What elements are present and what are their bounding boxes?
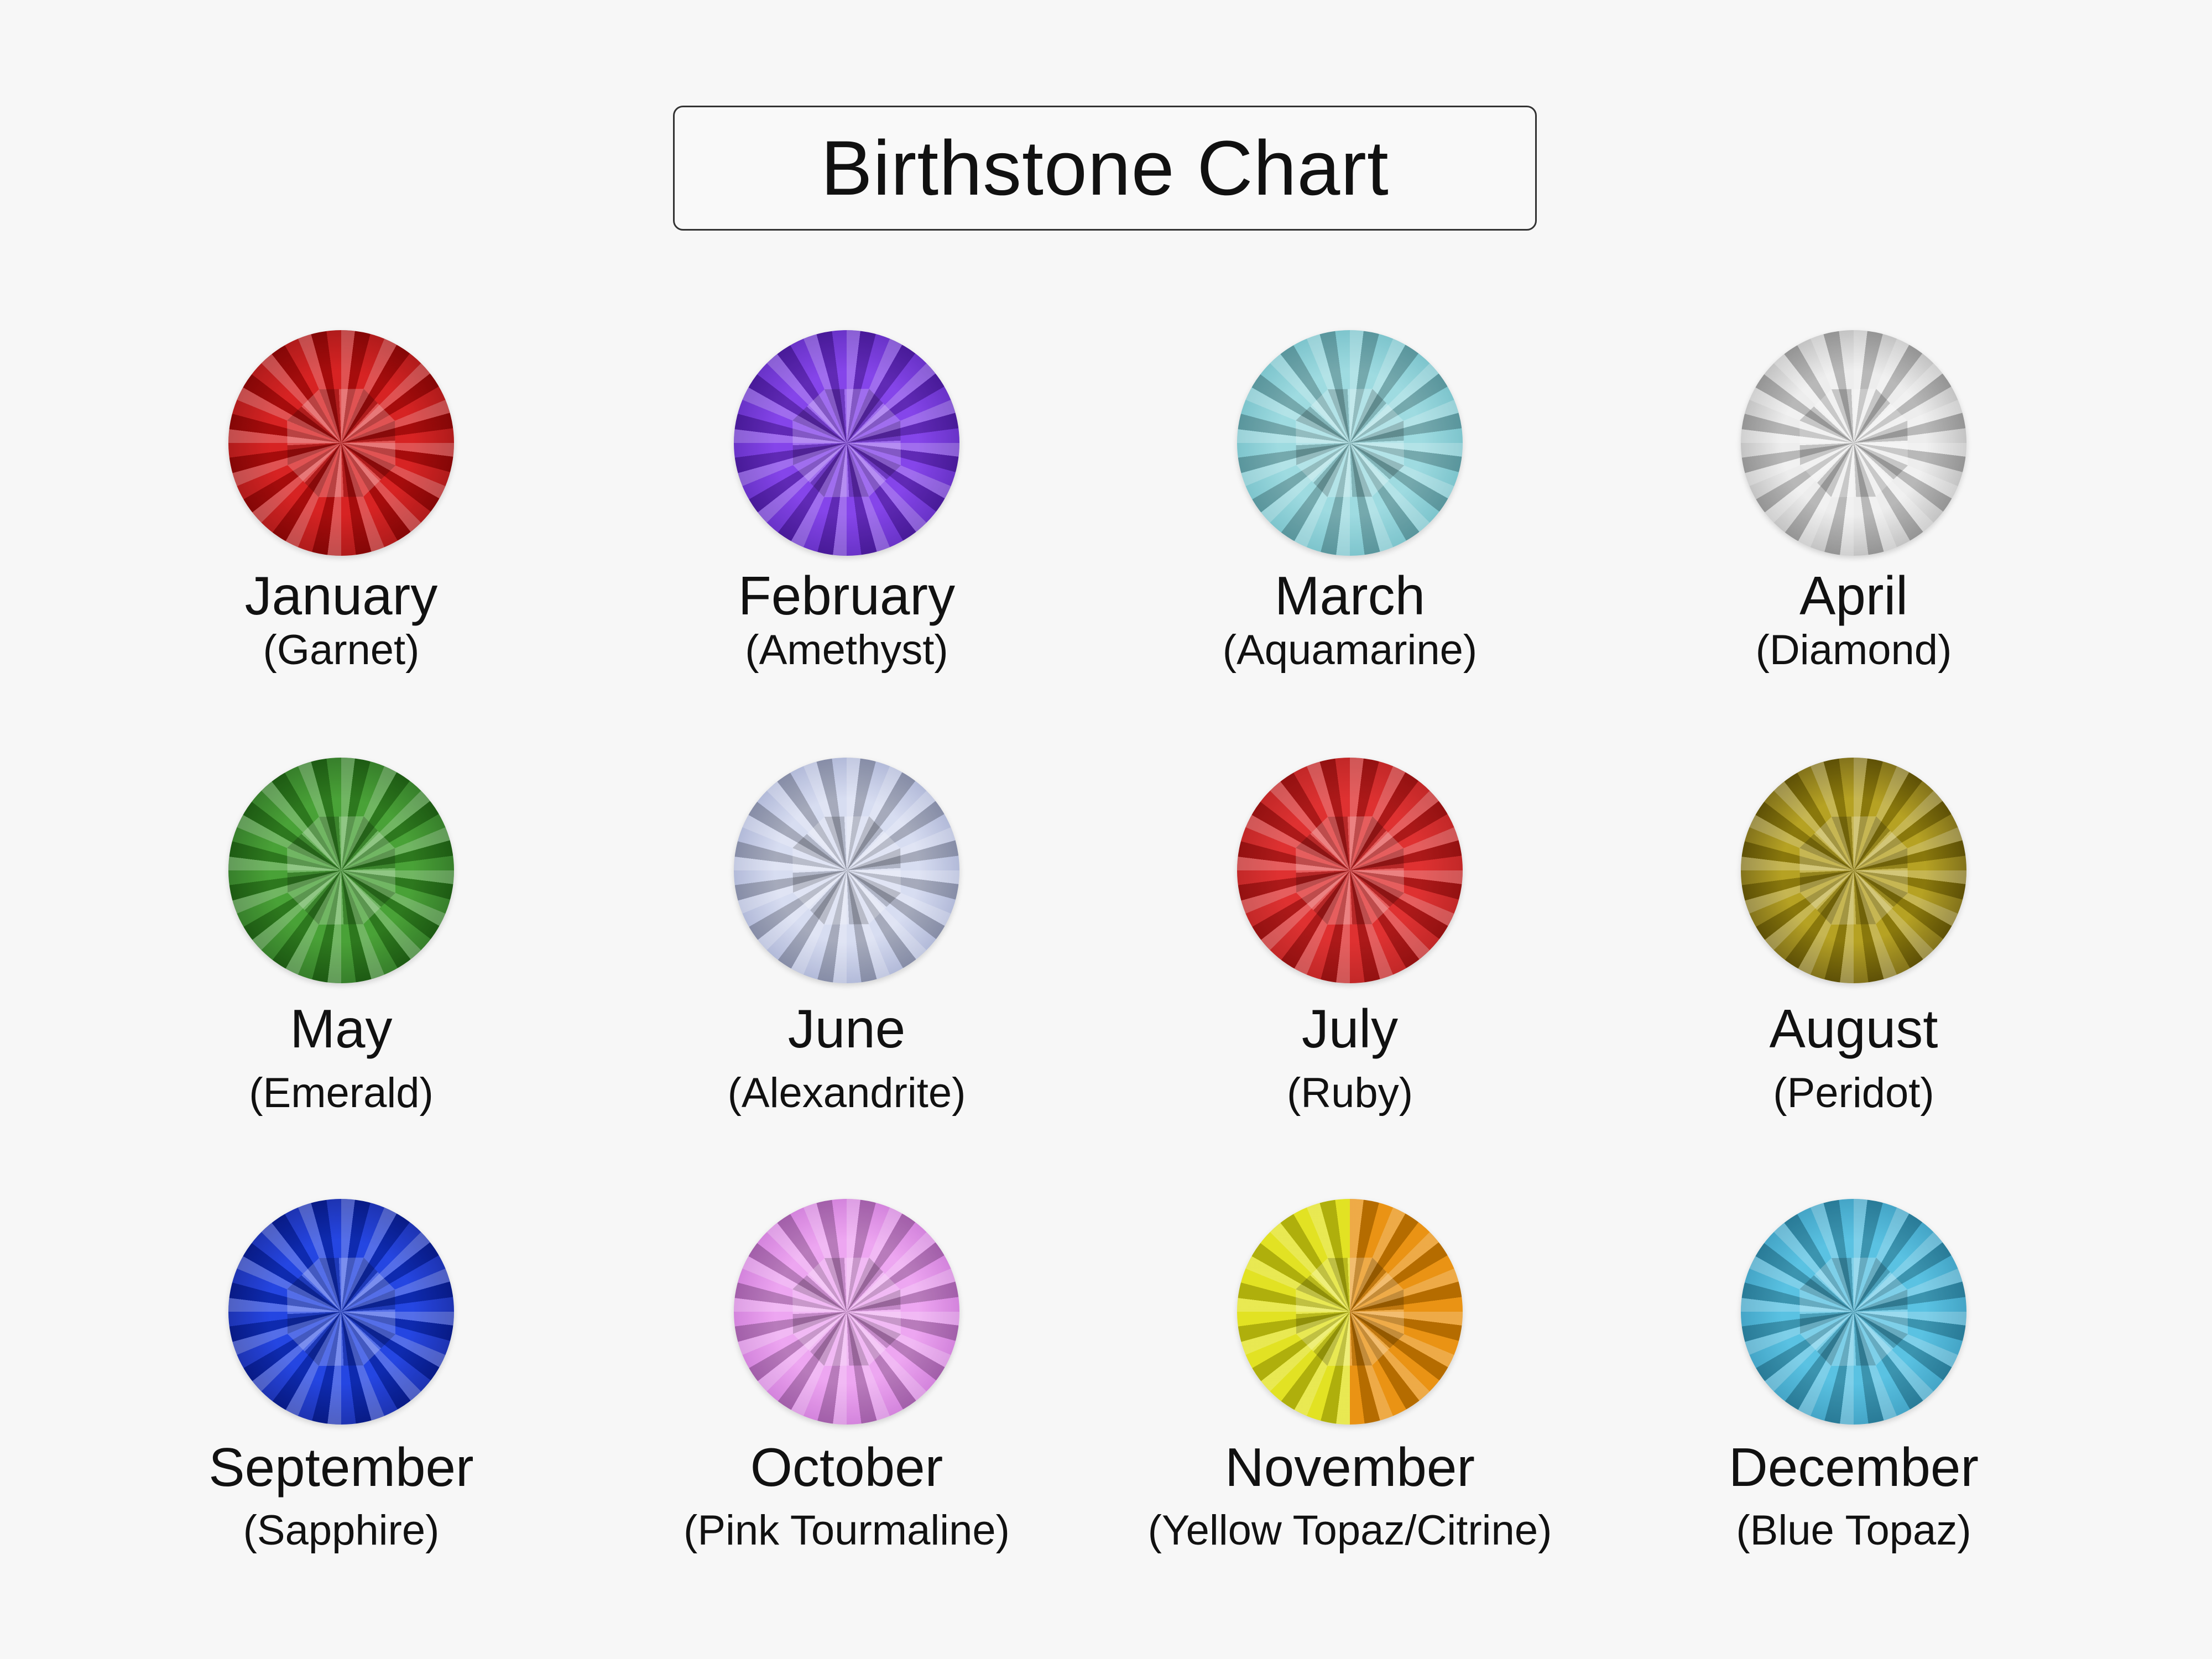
stone-label: (Emerald) — [249, 1070, 434, 1117]
gemstone-image — [1741, 330, 1966, 556]
gem-facets — [734, 330, 959, 556]
gem-facets — [1237, 330, 1463, 556]
month-label: December — [1728, 1437, 1979, 1498]
gemstone-image — [228, 330, 454, 556]
stone-label: (Alexandrite) — [727, 1070, 966, 1117]
stone-label: (Diamond) — [1755, 627, 1952, 674]
gemstone-image — [1741, 1199, 1966, 1425]
birthstone-item-february: February (Amethyst) — [542, 330, 1151, 773]
gem-facets — [1741, 1199, 1966, 1425]
gem-facets — [228, 1199, 454, 1425]
stone-label: (Yellow Topaz/Citrine) — [1147, 1507, 1552, 1554]
chart-title: Birthstone Chart — [821, 124, 1389, 211]
stone-label: (Ruby) — [1286, 1070, 1413, 1117]
month-label: July — [1301, 998, 1399, 1059]
birthstone-item-march: March (Aquamarine) — [1046, 330, 1654, 773]
month-label: April — [1799, 565, 1908, 626]
month-label: June — [787, 998, 906, 1059]
birthstone-item-april: April (Diamond) — [1550, 330, 2158, 773]
stone-label: (Peridot) — [1773, 1070, 1934, 1117]
stone-label: (Blue Topaz) — [1736, 1507, 1971, 1554]
gemstone-image — [1237, 758, 1463, 983]
gemstone-image — [228, 1199, 454, 1425]
birthstone-item-june: June (Alexandrite) — [542, 758, 1151, 1200]
month-label: February — [738, 565, 956, 626]
gem-facets — [228, 758, 454, 983]
gem-facets — [1237, 1199, 1463, 1425]
birthstone-item-july: July (Ruby) — [1046, 758, 1654, 1200]
month-label: November — [1224, 1437, 1475, 1498]
birthstone-item-october: October (Pink Tourmaline) — [542, 1199, 1151, 1641]
month-label: October — [750, 1437, 943, 1498]
month-label: August — [1769, 998, 1938, 1059]
gemstone-image — [1237, 1199, 1463, 1425]
month-label: January — [244, 565, 438, 626]
gemstone-image — [1741, 758, 1966, 983]
gemstone-image — [228, 758, 454, 983]
chart-title-box: Birthstone Chart — [673, 106, 1537, 231]
gem-facets — [1741, 758, 1966, 983]
gemstone-image — [734, 330, 959, 556]
month-label: May — [290, 998, 393, 1059]
birthstone-item-december: December (Blue Topaz) — [1550, 1199, 2158, 1641]
gem-facets — [1741, 330, 1966, 556]
birthstone-item-may: May (Emerald) — [37, 758, 645, 1200]
gemstone-image — [734, 1199, 959, 1425]
gem-facets — [734, 758, 959, 983]
birthstone-item-september: September (Sapphire) — [37, 1199, 645, 1641]
gemstone-image — [1237, 330, 1463, 556]
stone-label: (Garnet) — [263, 627, 420, 674]
gem-facets — [1237, 758, 1463, 983]
birthstone-item-august: August (Peridot) — [1550, 758, 2158, 1200]
stone-label: (Pink Tourmaline) — [684, 1507, 1010, 1554]
gem-facets — [734, 1199, 959, 1425]
month-label: March — [1274, 565, 1426, 626]
stone-label: (Amethyst) — [745, 627, 948, 674]
birthstone-item-january: January (Garnet) — [37, 330, 645, 773]
month-label: September — [208, 1437, 474, 1498]
gem-facets — [228, 330, 454, 556]
stone-label: (Sapphire) — [243, 1507, 440, 1554]
gemstone-image — [734, 758, 959, 983]
stone-label: (Aquamarine) — [1222, 627, 1478, 674]
birthstone-item-november: November (Yellow Topaz/Citrine) — [1046, 1199, 1654, 1641]
